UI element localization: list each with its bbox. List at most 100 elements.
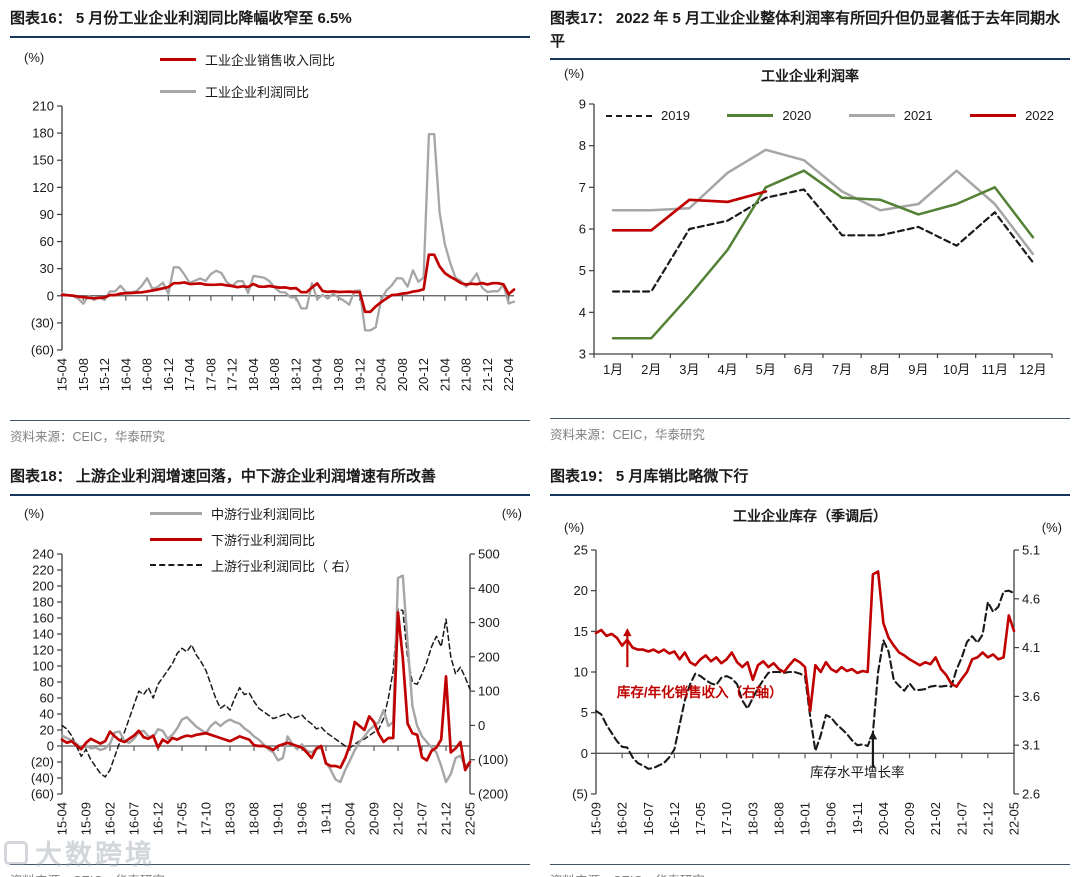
svg-text:7月: 7月	[832, 362, 852, 377]
fig17-source: 资料来源：CEIC，华泰研究	[550, 418, 1070, 443]
svg-text:19-06: 19-06	[824, 802, 839, 835]
svg-text:180: 180	[32, 594, 54, 609]
svg-text:18-08: 18-08	[247, 802, 262, 835]
dashed-line-sample	[606, 114, 652, 117]
svg-text:4.6: 4.6	[1022, 591, 1040, 606]
svg-text:17-05: 17-05	[693, 802, 708, 835]
svg-text:20-04: 20-04	[876, 802, 891, 835]
svg-text:18-04: 18-04	[246, 358, 261, 391]
fig18-title: 图表18： 上游企业利润增速回落，中下游企业利润增速有所改善	[10, 466, 530, 496]
svg-text:400: 400	[478, 580, 500, 595]
svg-text:21-02: 21-02	[928, 802, 943, 835]
svg-text:25: 25	[574, 542, 588, 557]
svg-text:16-12: 16-12	[151, 802, 166, 835]
svg-text:11月: 11月	[982, 362, 1009, 377]
svg-text:30: 30	[40, 261, 54, 276]
svg-text:(30): (30)	[31, 315, 54, 330]
fig17-chart-area: 工业企业利润率 (%) 2019 2020 2021 2022	[550, 64, 1070, 410]
red-line-sample	[160, 57, 196, 61]
svg-text:6月: 6月	[794, 362, 814, 377]
svg-text:21-02: 21-02	[391, 802, 406, 835]
legend-label: 下游行业利润同比	[211, 532, 316, 548]
fig18-plot: 240220200180160140120100806040200(20)(40…	[31, 546, 508, 835]
svg-text:80: 80	[40, 674, 54, 689]
svg-text:18-08: 18-08	[267, 358, 282, 391]
svg-text:16-07: 16-07	[127, 802, 142, 835]
svg-text:120: 120	[32, 642, 54, 657]
svg-text:19-04: 19-04	[310, 358, 325, 391]
svg-text:0: 0	[478, 717, 485, 732]
legend-label: 工业企业利润同比	[205, 84, 310, 100]
legend-label: 上游行业利润同比（ 右）	[211, 558, 358, 574]
legend-label: 2021	[903, 108, 933, 123]
svg-text:21-12: 21-12	[439, 802, 454, 835]
legend-item-sales-revenue: 工业企业销售收入同比	[160, 50, 335, 69]
svg-text:22-04: 22-04	[501, 358, 516, 391]
legend-item-2020: 2020	[727, 108, 811, 123]
fig17-inner-title: 工业企业利润率	[761, 68, 859, 84]
svg-text:17-05: 17-05	[175, 802, 190, 835]
svg-text:220: 220	[32, 562, 54, 577]
svg-text:5: 5	[581, 705, 588, 720]
svg-text:3.1: 3.1	[1022, 737, 1040, 752]
svg-text:19-06: 19-06	[295, 802, 310, 835]
svg-text:150: 150	[32, 152, 54, 167]
svg-text:21-04: 21-04	[437, 358, 452, 391]
svg-text:0: 0	[47, 738, 54, 753]
svg-text:16-12: 16-12	[161, 358, 176, 391]
svg-text:(100): (100)	[478, 752, 508, 767]
svg-text:(40): (40)	[31, 770, 54, 785]
fig16-plot: 210 180 150 120 90 60 30 0 (30) (60)15-04 15-08 15-…	[31, 98, 516, 391]
panel-fig19: 图表19： 5 月库销比略微下行 工业企业库存（季调后） (%) (%) 25 2…	[540, 458, 1080, 877]
svg-text:20: 20	[574, 583, 588, 598]
svg-text:17-04: 17-04	[182, 358, 197, 391]
svg-text:5: 5	[579, 263, 586, 278]
legend-item-downstream: 下游行业利润同比	[150, 530, 358, 549]
fig18-chart-area: (%) (%) 中游行业利润同比 下游行业利润同比 上游行业利润同比（ 右） 2…	[10, 504, 530, 856]
svg-text:3月: 3月	[679, 362, 699, 377]
svg-text:15-08: 15-08	[76, 358, 91, 391]
svg-text:3: 3	[579, 347, 586, 362]
fig16-left-axis-unit: (%)	[24, 49, 45, 65]
svg-text:(60): (60)	[31, 342, 54, 357]
svg-text:18-12: 18-12	[288, 358, 303, 391]
svg-text:19-11: 19-11	[850, 802, 865, 834]
fig19-left-axis-unit: (%)	[564, 519, 585, 535]
svg-text:21-12: 21-12	[980, 802, 995, 835]
svg-text:10月: 10月	[943, 362, 970, 377]
svg-text:19-01: 19-01	[271, 802, 286, 835]
svg-text:17-10: 17-10	[719, 802, 734, 835]
fig19-inner-title: 工业企业库存（季调后）	[733, 507, 887, 524]
svg-text:21-12: 21-12	[480, 357, 495, 390]
fig19-right-axis-unit: (%)	[1041, 519, 1062, 535]
svg-text:(20): (20)	[31, 754, 54, 769]
fig16-chart-area: (%) 工业企业销售收入同比 工业企业利润同比 210 180 150 120 90 60…	[10, 50, 530, 412]
legend-label: 2019	[661, 108, 690, 123]
gray-line-sample	[150, 511, 202, 515]
svg-text:21-08: 21-08	[459, 358, 474, 391]
svg-text:18-08: 18-08	[771, 802, 786, 835]
legend-item-midstream: 中游行业利润同比	[150, 504, 358, 523]
fig19-chart-area: 工业企业库存（季调后） (%) (%) 25 20 15 10 5 0 (5) 5.1 4.6 4…	[550, 504, 1070, 856]
svg-text:500: 500	[478, 546, 500, 561]
svg-text:0: 0	[47, 288, 54, 303]
svg-text:100: 100	[32, 658, 54, 673]
svg-text:20-08: 20-08	[395, 358, 410, 391]
svg-text:15: 15	[574, 623, 588, 638]
fig18-left-axis-unit: (%)	[24, 505, 45, 521]
fig18-right-axis-unit: (%)	[501, 505, 522, 521]
svg-text:0: 0	[581, 745, 588, 760]
svg-text:20-04: 20-04	[343, 802, 358, 835]
svg-text:5月: 5月	[756, 362, 776, 377]
legend-label: 工业企业销售收入同比	[205, 52, 336, 68]
svg-text:16-02: 16-02	[615, 802, 630, 835]
svg-text:9月: 9月	[908, 362, 928, 377]
red-line-sample	[150, 537, 202, 541]
svg-text:4.1: 4.1	[1022, 640, 1040, 655]
svg-text:5.1: 5.1	[1022, 542, 1040, 557]
svg-text:16-04: 16-04	[118, 358, 133, 391]
legend-item-upstream: 上游行业利润同比（ 右）	[150, 556, 358, 575]
svg-text:20: 20	[40, 722, 54, 737]
svg-text:200: 200	[478, 649, 500, 664]
